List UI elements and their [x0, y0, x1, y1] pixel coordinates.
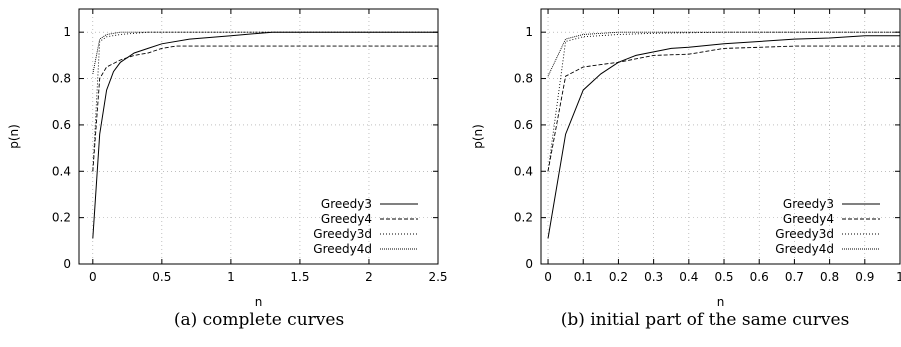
- x-tick-label: 0.2: [609, 270, 628, 284]
- series-line-greedy4d: [547, 31, 900, 77]
- x-tick-label: 0.1: [574, 270, 593, 284]
- y-tick-label: 0.8: [52, 72, 71, 86]
- y-tick-label: 0.6: [52, 118, 71, 132]
- y-tick-label: 1: [525, 25, 533, 39]
- x-tick-label: 1: [227, 270, 235, 284]
- x-tick-label: 0.9: [855, 270, 874, 284]
- plot-frame: [78, 8, 439, 265]
- y-tick-label: 0.8: [514, 72, 533, 86]
- x-tick-label: 0.7: [785, 270, 804, 284]
- x-tick-label: 0.5: [152, 270, 171, 284]
- y-tick-label: 0.4: [514, 164, 533, 178]
- x-tick-label: 0.5: [714, 270, 733, 284]
- legend-label-greedy3: Greedy3: [783, 197, 834, 211]
- x-axis-label: n: [255, 295, 263, 309]
- x-tick-label: 2.5: [428, 270, 447, 284]
- y-axis-label: p(n): [471, 124, 485, 149]
- series-line-greedy4: [547, 45, 900, 172]
- x-tick-label: 2: [365, 270, 373, 284]
- legend-label-greedy3d: Greedy3d: [775, 227, 834, 241]
- y-axis-label: p(n): [7, 124, 21, 149]
- x-tick-label: 1: [896, 270, 901, 284]
- x-tick-label: 0.3: [644, 270, 663, 284]
- legend-label-greedy4: Greedy4: [783, 212, 834, 226]
- chart-b: 0 0.1 0.2 0.3 0.4 0.5 0.6 0.7 0.8 0.9 1 0 0.2 0.4 0.6 0…: [471, 8, 901, 309]
- y-tick-label: 0.2: [52, 211, 71, 225]
- legend-label-greedy3d: Greedy3d: [313, 227, 372, 241]
- series-line-greedy3: [92, 31, 438, 239]
- x-tick-label: 0: [544, 270, 552, 284]
- y-tick-label: 0: [525, 257, 533, 271]
- legend-label-greedy4d: Greedy4d: [775, 242, 834, 256]
- x-tick-label: 0: [89, 270, 97, 284]
- y-tick-label: 0.4: [52, 164, 71, 178]
- y-tick-label: 1: [63, 25, 71, 39]
- x-tick-label: 0.4: [679, 270, 698, 284]
- caption-a: (a) complete curves: [173, 310, 345, 330]
- legend-label-greedy4d: Greedy4d: [313, 242, 372, 256]
- caption-b: (b) initial part of the same curves: [560, 310, 850, 330]
- series-line-greedy3: [547, 35, 900, 239]
- x-tick-label: 1.5: [290, 270, 309, 284]
- legend-label-greedy4: Greedy4: [321, 212, 372, 226]
- x-tick-label: 0.8: [820, 270, 839, 284]
- x-axis-label: n: [717, 295, 725, 309]
- y-tick-label: 0: [63, 257, 71, 271]
- legend-label-greedy3: Greedy3: [321, 197, 372, 211]
- x-tick-label: 0.6: [750, 270, 769, 284]
- y-tick-label: 0.2: [514, 211, 533, 225]
- series-line-greedy4: [92, 45, 438, 172]
- series-line-greedy3d: [92, 31, 438, 172]
- plot-frame: [540, 8, 901, 265]
- series-line-greedy4d: [92, 31, 438, 74]
- y-tick-label: 0.6: [514, 118, 533, 132]
- chart-a: 0 0.5 1 1.5 2 2.500.20.40.60.81np(n)Greedy3Gr…: [7, 8, 448, 309]
